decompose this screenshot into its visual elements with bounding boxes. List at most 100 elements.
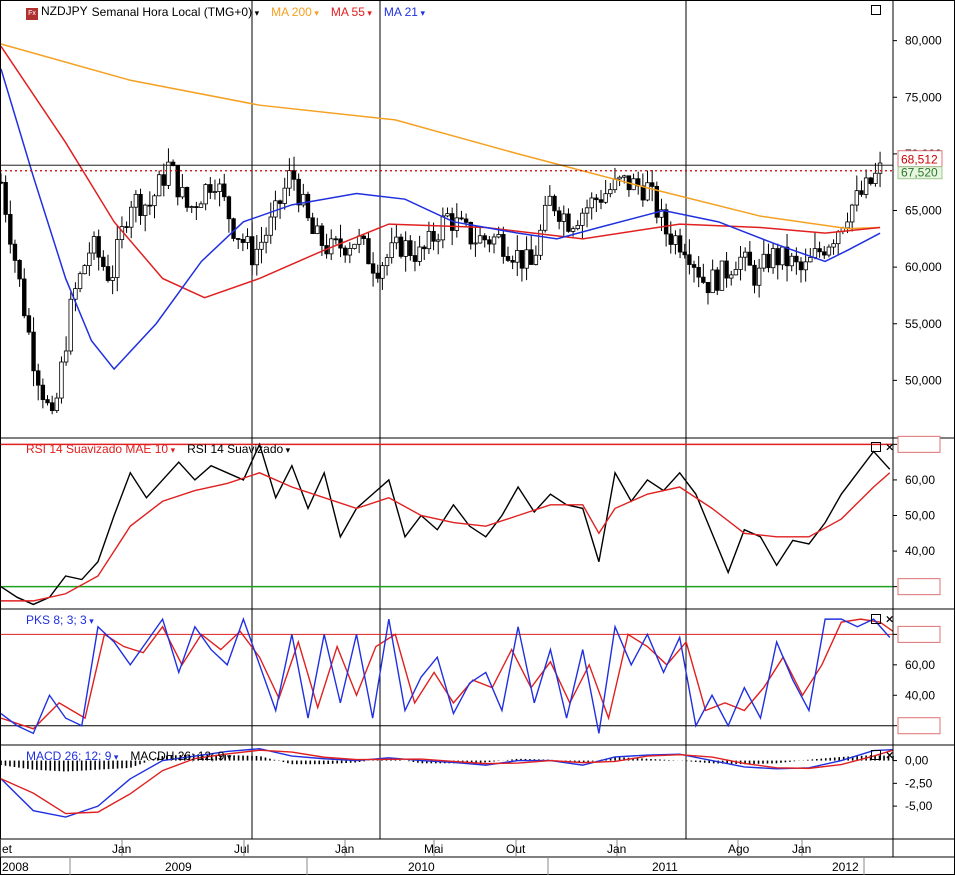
candle-body bbox=[798, 261, 804, 271]
candle-body bbox=[31, 331, 36, 372]
fx-logo-icon: Fx bbox=[26, 8, 38, 20]
candle-body bbox=[342, 247, 348, 256]
maximize-icon[interactable] bbox=[871, 750, 881, 760]
rsi-legend-label[interactable]: RSI 14 Suavizado bbox=[187, 442, 290, 456]
month-label: Mai bbox=[424, 842, 443, 856]
secondary-price-label: 67,520 bbox=[901, 166, 938, 180]
price-tick-label: 55,000 bbox=[905, 317, 942, 331]
candle-body bbox=[142, 204, 148, 216]
candle-body bbox=[663, 209, 669, 235]
candle-body bbox=[752, 264, 757, 286]
maximize-icon[interactable] bbox=[871, 614, 881, 624]
candle-body bbox=[794, 255, 799, 263]
candle-body bbox=[384, 257, 390, 267]
candle-body bbox=[682, 251, 687, 256]
candle-body bbox=[473, 242, 478, 245]
maximize-icon[interactable] bbox=[871, 442, 881, 452]
pks-panel bbox=[0, 617, 894, 735]
candle-body bbox=[598, 199, 604, 203]
candle-body bbox=[124, 226, 129, 228]
candle-body bbox=[715, 269, 720, 291]
candle-body bbox=[566, 213, 571, 232]
last-price-label: 68,512 bbox=[901, 153, 938, 167]
candle-body bbox=[612, 178, 618, 191]
month-label: Jul bbox=[234, 842, 249, 856]
candle-body bbox=[282, 187, 287, 204]
candle-body bbox=[868, 177, 873, 184]
candle-body bbox=[845, 221, 850, 229]
ma21-legend[interactable]: MA 21 bbox=[384, 5, 425, 19]
candle-body bbox=[231, 218, 236, 239]
candle-body bbox=[863, 177, 869, 195]
macd-legend-label[interactable]: MACD 26; 12; 9 bbox=[26, 749, 118, 763]
rsi-smoothed-legend[interactable]: RSI 14 Suavizado MAE 10 bbox=[26, 442, 175, 456]
candle-body bbox=[803, 261, 808, 271]
candle-body bbox=[412, 255, 418, 262]
candle-body bbox=[59, 361, 64, 399]
candle-body bbox=[87, 252, 92, 267]
candle-body bbox=[156, 174, 162, 197]
candle-body bbox=[608, 189, 613, 195]
candle-body bbox=[370, 263, 376, 274]
candle-body bbox=[240, 239, 246, 243]
candle-body bbox=[747, 251, 753, 266]
month-label: Jan bbox=[335, 842, 354, 856]
pks-legend-label[interactable]: PKS 8; 3; 3 bbox=[26, 613, 94, 627]
candle-body bbox=[756, 267, 762, 286]
candle-body bbox=[54, 397, 60, 411]
rsi-hline-box bbox=[897, 578, 941, 596]
candle-body bbox=[166, 161, 171, 186]
candle-body bbox=[170, 161, 176, 167]
candle-body bbox=[222, 183, 227, 198]
candle-body bbox=[63, 350, 69, 363]
candle-body bbox=[301, 193, 306, 206]
candle-body bbox=[361, 235, 366, 239]
pks-slow-line bbox=[0, 618, 894, 730]
candle-body bbox=[305, 193, 311, 219]
candle-body bbox=[203, 184, 208, 205]
candle-body bbox=[529, 249, 534, 265]
candle-body bbox=[775, 248, 780, 266]
maximize-icon[interactable] bbox=[871, 5, 881, 15]
candle-body bbox=[417, 246, 422, 262]
price-tick-label: 60,000 bbox=[905, 260, 942, 274]
price-panel bbox=[0, 43, 893, 415]
candle-body bbox=[510, 260, 515, 263]
ma200-legend[interactable]: MA 200 bbox=[271, 5, 319, 19]
rsi-tick-label: 40,00 bbox=[905, 544, 935, 558]
macdh-legend-label[interactable]: MACDH 26; 12; 9 bbox=[130, 749, 231, 763]
candle-body bbox=[649, 182, 655, 187]
candle-body bbox=[436, 239, 441, 242]
candle-body bbox=[389, 242, 394, 258]
price-tick-label: 50,000 bbox=[905, 373, 942, 387]
candle-body bbox=[789, 255, 794, 267]
candle-body bbox=[319, 225, 325, 246]
candle-body bbox=[691, 264, 697, 268]
timeframe-dropdown[interactable]: Semanal Hora Local (TMG+0) bbox=[92, 5, 259, 19]
price-tick-label: 80,000 bbox=[905, 34, 942, 48]
close-icon[interactable]: × bbox=[885, 748, 895, 762]
ma55-legend[interactable]: MA 55 bbox=[331, 5, 372, 19]
close-icon[interactable]: × bbox=[885, 440, 895, 454]
candle-body bbox=[254, 248, 260, 266]
close-icon[interactable]: × bbox=[885, 612, 895, 626]
month-label: Jan bbox=[607, 842, 626, 856]
candle-body bbox=[40, 384, 46, 401]
candle-body bbox=[198, 203, 204, 208]
candle-body bbox=[180, 186, 185, 198]
candle-body bbox=[673, 235, 678, 245]
candle-body bbox=[519, 250, 525, 269]
candle-body bbox=[236, 238, 241, 240]
candle-body bbox=[459, 217, 464, 220]
candle-body bbox=[91, 236, 97, 254]
macd-tick-label: -5,00 bbox=[905, 799, 933, 813]
candle-body bbox=[129, 206, 134, 228]
symbol-label: NZDJPY bbox=[41, 4, 88, 18]
rsi-line bbox=[0, 442, 891, 606]
macd-signal-line bbox=[0, 749, 894, 815]
candle-body bbox=[738, 256, 743, 270]
candle-body bbox=[687, 254, 692, 265]
candle-body bbox=[101, 256, 106, 267]
candle-body bbox=[22, 278, 27, 317]
